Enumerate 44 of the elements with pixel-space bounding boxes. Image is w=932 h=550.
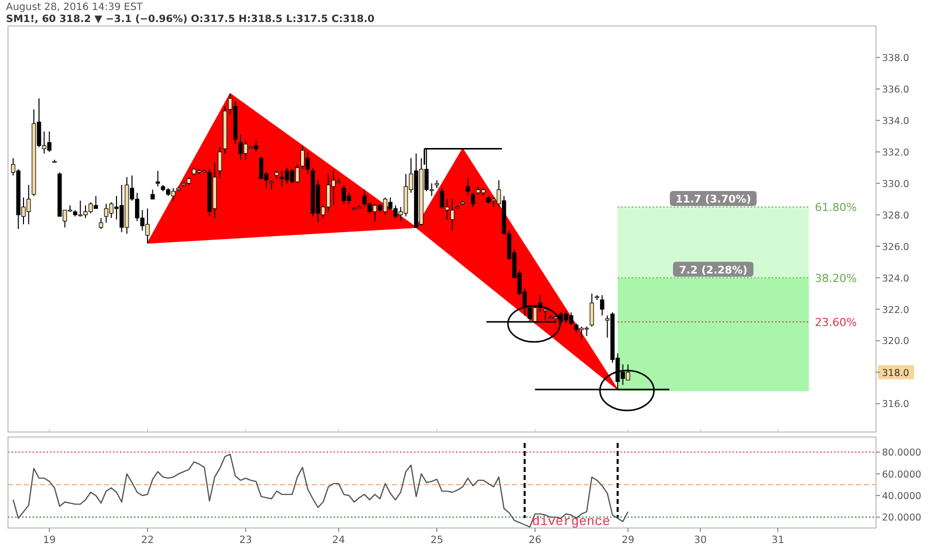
y-tick-label: 334.0 xyxy=(882,116,910,127)
x-tick-label: 31 xyxy=(771,535,784,546)
y-tick-label: 330.0 xyxy=(882,178,910,190)
y-tick-label: 316.0 xyxy=(882,399,910,410)
annotation: 38.20% xyxy=(814,272,857,285)
y-tick-label: 80.0000 xyxy=(882,448,922,459)
x-tick-label: 19 xyxy=(42,535,56,546)
candlestick xyxy=(600,294,604,316)
x-tick-label: 30 xyxy=(694,535,707,546)
x-tick-label: 25 xyxy=(430,535,444,546)
x-tick-label: 23 xyxy=(239,535,252,546)
chart-title: SM1!, 60 318.2 ▼ −3.1 (−0.96%) O:317.5 H:318.5 L:317.5 C:318.0 xyxy=(6,14,374,25)
y-tick-label: 336.0 xyxy=(882,84,910,96)
y-tick-label: 328.0 xyxy=(882,210,910,222)
x-tick-label: 22 xyxy=(141,535,154,546)
annotation: divergence xyxy=(532,514,610,529)
candlestick xyxy=(218,146,222,180)
annotation: 61.80% xyxy=(814,200,857,214)
y-tick-label: 338.0 xyxy=(882,52,910,64)
line-series xyxy=(12,454,629,528)
y-tick-label: 332.0 xyxy=(882,147,910,158)
band-label: 7.2 (2.28%) xyxy=(679,264,748,276)
x-tick-label: 24 xyxy=(332,535,346,546)
chart-subtitle: August 28, 2016 14:39 EST xyxy=(6,2,144,13)
candlestick xyxy=(269,180,274,190)
annotation: 318.0 xyxy=(882,368,910,380)
band-label: 11.7 (3.70%) xyxy=(675,193,752,206)
y-tick-label: 60.0000 xyxy=(882,469,922,480)
y-tick-label: 326.0 xyxy=(882,242,910,253)
y-tick-label: 320.0 xyxy=(882,336,910,348)
candlestick xyxy=(150,189,155,200)
candlestick xyxy=(543,307,548,321)
y-tick-label: 40.0000 xyxy=(882,491,922,502)
candlestick xyxy=(98,217,104,230)
y-tick-label: 20.0000 xyxy=(882,512,922,524)
x-tick-label: 26 xyxy=(528,535,542,546)
candlestick xyxy=(470,192,476,208)
candlestick xyxy=(156,170,160,188)
y-tick-label: 322.0 xyxy=(882,304,910,316)
candlestick xyxy=(466,176,470,196)
annotation: 23.60% xyxy=(814,316,857,329)
candlestick xyxy=(590,293,594,328)
x-tick-label: 29 xyxy=(622,535,634,546)
y-tick-label: 324.0 xyxy=(882,273,910,284)
